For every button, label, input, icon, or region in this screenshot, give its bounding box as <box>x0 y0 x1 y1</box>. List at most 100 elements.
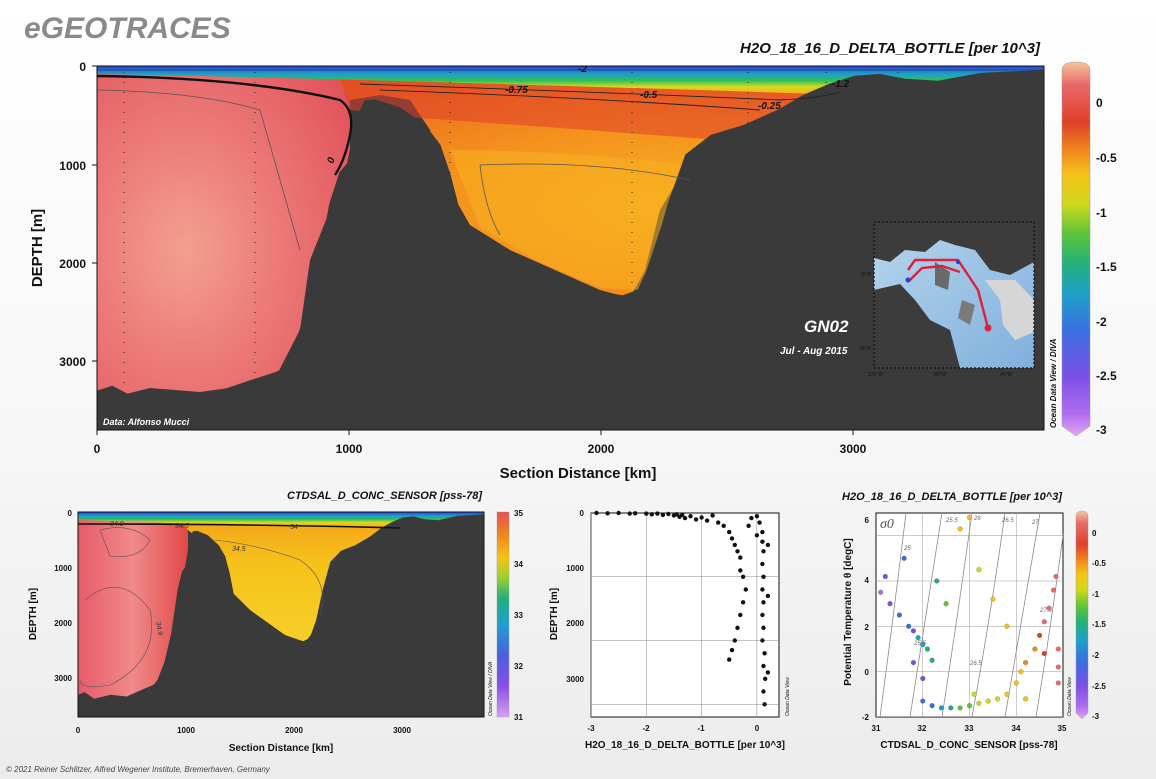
data-point <box>760 612 765 618</box>
data-point <box>682 515 688 521</box>
data-point <box>1053 573 1059 579</box>
ts-plot-title: H2O_18_16_D_DELTA_BOTTLE [per 10^3] <box>842 491 1062 503</box>
data-point <box>990 596 996 602</box>
colorbar-tick: -1 <box>1092 590 1100 599</box>
data-point <box>910 660 916 666</box>
y-tick-label: 6 <box>865 516 870 525</box>
x-tick-label: 1000 <box>177 726 195 735</box>
y-tick-label: 1000 <box>59 159 86 173</box>
x-axis-label: H2O_18_16_D_DELTA_BOTTLE [per 10^3] <box>585 740 785 751</box>
ts-x-axis: 31 32 33 34 35 CTDSAL_D_CONC_SENSOR [pss… <box>872 724 1067 751</box>
sal-colorbar: 35 34 33 32 31 Ocean Data View / DIVA <box>488 509 523 722</box>
data-point <box>761 625 766 630</box>
x-tick-label: 0 <box>76 726 81 735</box>
odv-label: Ocean Data View <box>785 677 791 716</box>
data-point <box>1041 619 1047 625</box>
data-point <box>732 638 737 643</box>
y-tick-label: 2000 <box>54 619 72 628</box>
data-point <box>644 511 649 516</box>
data-point <box>760 539 765 544</box>
data-point <box>896 612 902 618</box>
data-point <box>649 512 654 517</box>
profile-y-axis: 0 1000 2000 3000 DEPTH [m] <box>549 509 585 684</box>
colorbar-tick: -0.5 <box>1096 151 1117 165</box>
data-point <box>985 698 991 704</box>
data-point <box>995 696 1001 702</box>
data-point <box>735 625 740 630</box>
y-tick-label: 2 <box>865 623 870 632</box>
y-axis-label: DEPTH [m] <box>29 209 46 287</box>
data-point <box>732 542 737 548</box>
x-tick-label: 1000 <box>336 442 363 456</box>
data-point <box>740 574 746 579</box>
profile-points <box>594 510 771 707</box>
ts-y-axis: 6 4 2 0 -2 Potential Temperature θ [degC… <box>843 516 870 722</box>
data-point <box>616 510 621 516</box>
colorbar-tick: 34 <box>514 560 523 569</box>
data-point <box>901 555 907 561</box>
isopycnal-label: 27 <box>1031 520 1039 526</box>
colorbar-tick: 31 <box>514 713 523 722</box>
y-tick-label: 1000 <box>54 564 72 573</box>
data-point <box>762 651 767 656</box>
y-tick-label: 2000 <box>566 619 584 628</box>
data-point <box>704 518 710 523</box>
x-tick-label: -1 <box>697 724 705 733</box>
data-point <box>655 511 660 516</box>
y-tick-label: -2 <box>862 713 870 722</box>
data-point <box>760 561 765 567</box>
y-axis-label: DEPTH [m] <box>549 588 560 640</box>
data-point <box>938 705 944 711</box>
main-section-title: H2O_18_16_D_DELTA_BOTTLE [per 10^3] <box>740 40 1041 57</box>
isopycnal-label: 25 <box>903 546 911 552</box>
salinity-section-title: CTDSAL_D_CONC_SENSOR [pss-78] <box>287 490 482 502</box>
colorbar-tick: -2.5 <box>1096 369 1117 383</box>
odv-label: Ocean Data View / DIVA <box>488 661 494 716</box>
colorbar-tick: -2 <box>1092 651 1100 660</box>
odv-label: Ocean Data View / DIVA <box>1049 338 1058 428</box>
y-tick-label: 2000 <box>59 257 86 271</box>
data-point <box>878 589 884 595</box>
colorbar-tick: 0 <box>1096 96 1103 110</box>
data-point <box>760 529 765 535</box>
y-tick-label: 3000 <box>566 675 584 684</box>
ts-colorbar: 0 -0.5 -1 -1.5 -2 -2.5 -3 Ocean Data Vie… <box>1067 510 1106 721</box>
contour-line <box>479 164 501 236</box>
contour-line <box>359 83 841 101</box>
x-tick-label: 33 <box>965 724 974 733</box>
data-point <box>1055 680 1061 686</box>
data-point <box>761 549 766 554</box>
data-point <box>765 542 771 548</box>
data-point <box>693 517 699 522</box>
data-point <box>765 593 771 599</box>
x-axis-label: CTDSAL_D_CONC_SENSOR [pss-78] <box>880 740 1057 751</box>
data-point <box>882 573 888 579</box>
main-section-plot: H2O_18_16_D_DELTA_BOTTLE [per 10^3] <box>29 40 1117 482</box>
odv-label: Ocean Data View <box>1067 677 1073 716</box>
data-point <box>727 529 732 535</box>
inset-map: 70°N 60°N 120°W 80°W 40°W <box>860 221 1035 378</box>
data-point <box>1037 632 1043 638</box>
data-point <box>735 549 740 554</box>
x-tick-label: -3 <box>587 724 595 733</box>
data-point <box>754 533 760 538</box>
data-point <box>1051 587 1057 593</box>
contour-label: -2 <box>578 64 587 75</box>
data-point <box>738 612 743 618</box>
inset-lat-label: 70°N <box>860 272 872 278</box>
data-point <box>924 646 930 652</box>
data-point <box>605 511 610 516</box>
data-point <box>710 513 715 518</box>
contour-zero <box>97 74 353 176</box>
data-point <box>976 700 982 706</box>
colorbar-tick: 33 <box>514 611 523 620</box>
contour-line <box>479 163 691 181</box>
data-point <box>976 567 982 573</box>
data-point <box>1046 605 1052 611</box>
data-point <box>721 523 726 528</box>
data-point <box>920 675 926 681</box>
x-tick-label: 34 <box>1012 724 1021 733</box>
data-point <box>906 623 912 629</box>
contour-label: -0.5 <box>640 90 658 101</box>
